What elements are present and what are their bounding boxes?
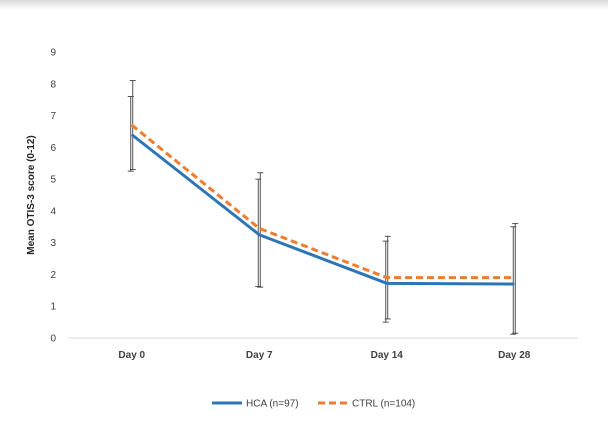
series-line-hca [130, 133, 515, 286]
series-layer [130, 123, 515, 286]
y-tick-label: 1 [50, 302, 56, 313]
x-tick-label: Day 14 [371, 350, 404, 361]
y-axis-title: Mean OTIS-3 score (0-12) [26, 135, 37, 254]
y-tick-label: 6 [50, 143, 56, 154]
x-tick-label: Day 0 [118, 350, 145, 361]
y-tick-label: 5 [50, 175, 56, 186]
x-tick-label: Day 7 [246, 350, 273, 361]
y-tick-label: 2 [50, 270, 56, 281]
errorbar-layer [127, 80, 519, 335]
y-tick-label: 0 [50, 334, 56, 345]
y-tick-label: 9 [50, 48, 56, 59]
series-line-ctrl [130, 123, 515, 280]
x-tick-label: Day 28 [498, 350, 531, 361]
legend-layer: HCA (n=97) CTRL (n=104) [212, 399, 415, 410]
axes-layer: 0 1 2 3 4 5 6 7 8 9 Day 0 Day 7 Day 14 Day 28 Mean OTI… [26, 48, 578, 361]
y-tick-label: 4 [50, 206, 56, 217]
legend-label: HCA (n=97) [246, 399, 299, 410]
y-tick-label: 3 [50, 238, 56, 249]
legend-label: CTRL (n=104) [352, 399, 415, 410]
y-tick-label: 7 [50, 111, 56, 122]
y-tick-label: 8 [50, 79, 56, 90]
top-shadow-band [0, 0, 608, 10]
